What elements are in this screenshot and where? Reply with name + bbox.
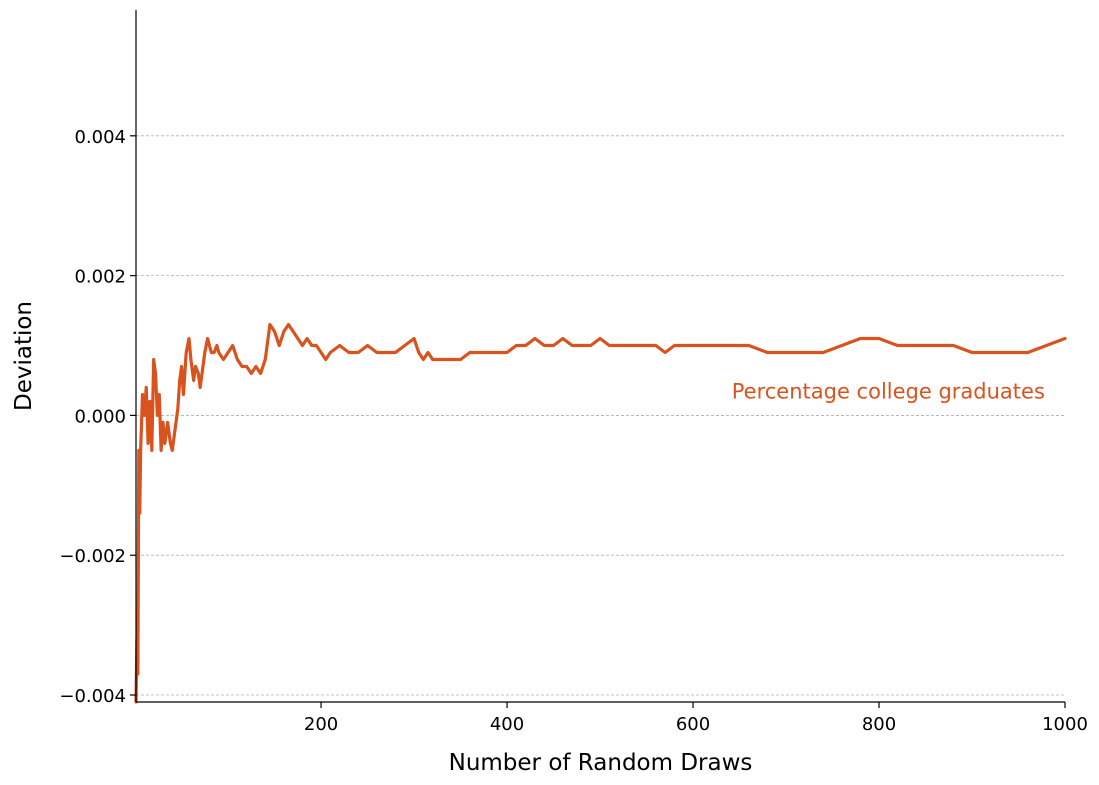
y-tick-label: −0.004: [59, 686, 126, 707]
y-tick-label: 0.002: [74, 267, 126, 288]
series-annotation-label: Percentage college graduates: [732, 380, 1045, 404]
y-ticks: −0.004 −0.002 0.000 0.002 0.004: [59, 127, 136, 707]
axes: [135, 10, 1065, 703]
annotations: Percentage college graduates: [732, 380, 1045, 404]
x-tick-label: 800: [862, 714, 896, 735]
x-axis-title: Number of Random Draws: [449, 750, 753, 776]
x-tick-label: 1000: [1042, 714, 1088, 735]
x-ticks: 200 400 600 800 1000: [304, 702, 1088, 735]
y-tick-label: −0.002: [59, 546, 126, 567]
series-group: [134, 322, 1067, 704]
y-tick-label: 0.004: [74, 127, 126, 148]
y-grid: [136, 135, 1065, 696]
x-tick-label: 400: [490, 714, 524, 735]
x-tick-label: 600: [676, 714, 710, 735]
x-tick-label: 200: [304, 714, 338, 735]
series-line: [134, 322, 1067, 704]
y-axis-title: Deviation: [11, 301, 37, 411]
y-tick-label: 0.000: [74, 406, 126, 427]
